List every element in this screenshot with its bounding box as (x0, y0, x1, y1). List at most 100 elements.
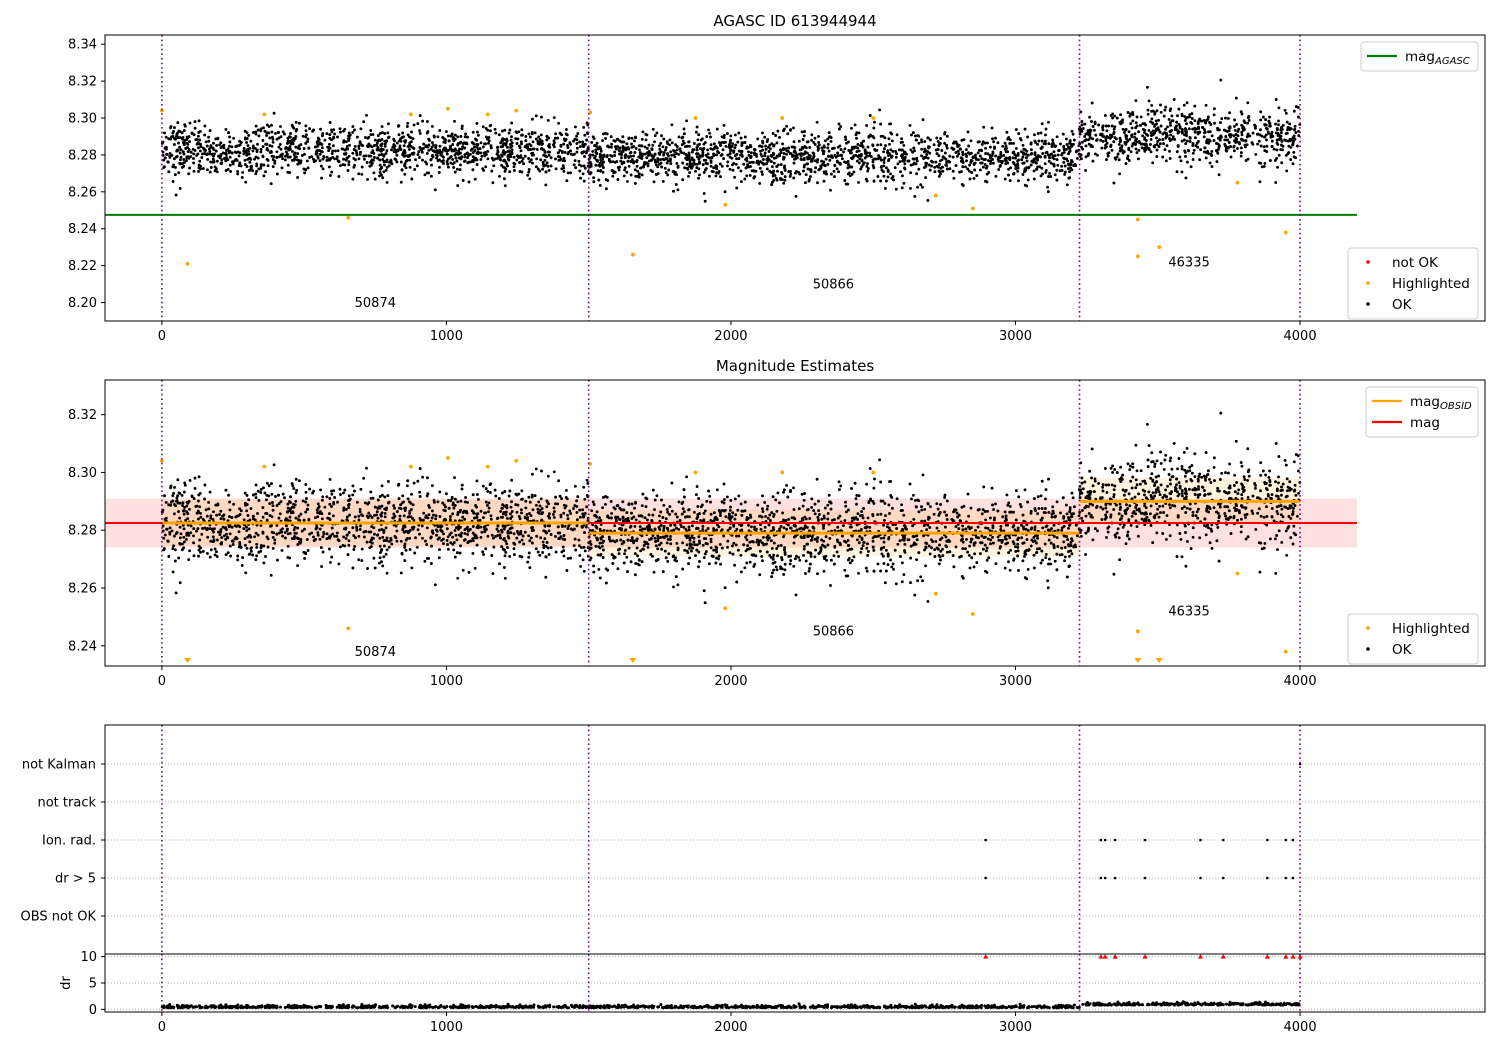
ok-point (425, 476, 429, 480)
ok-point (672, 148, 675, 152)
ok-point (369, 129, 373, 132)
ok-point (246, 144, 250, 148)
ok-point (512, 155, 516, 159)
ok-point (360, 143, 364, 147)
ok-point (577, 163, 581, 167)
ok-point (365, 144, 369, 148)
ok-point (862, 139, 866, 143)
ok-point (926, 136, 930, 140)
ok-point (880, 164, 884, 168)
ok-point (526, 560, 530, 564)
ok-point (406, 121, 410, 125)
ok-point (254, 492, 258, 496)
ok-point (815, 120, 819, 124)
ok-point (369, 163, 373, 167)
ok-point (813, 170, 817, 174)
ok-point (475, 493, 479, 496)
ok-point (337, 562, 341, 566)
ok-point (1032, 133, 1036, 137)
ok-point (804, 173, 808, 177)
ok-point (344, 508, 348, 511)
ok-point (463, 538, 467, 542)
ok-point (485, 137, 489, 141)
ok-point (552, 506, 556, 510)
ok-point (399, 503, 403, 507)
ok-point (1261, 115, 1265, 119)
ok-point (326, 145, 330, 149)
ok-point (297, 514, 301, 518)
ok-point (625, 170, 629, 174)
ok-point (612, 171, 616, 175)
ok-point (554, 167, 558, 171)
ok-point (404, 139, 408, 143)
ok-point (911, 150, 915, 154)
ok-point (378, 158, 382, 162)
ok-point (1068, 176, 1072, 180)
x-tick-label: 3000 (999, 329, 1032, 344)
ok-point (392, 137, 396, 141)
ok-point (248, 146, 252, 150)
ok-point (321, 167, 325, 171)
ok-point (913, 134, 917, 138)
ok-point (510, 144, 514, 148)
ok-point (481, 125, 485, 129)
ok-point (238, 513, 242, 516)
ok-point (1103, 114, 1107, 117)
ok-point (527, 551, 531, 555)
ok-point (192, 157, 195, 160)
ok-point (1008, 179, 1012, 183)
ok-point (331, 149, 335, 153)
ok-point (1057, 149, 1061, 152)
ok-point (286, 163, 290, 167)
ok-point (500, 129, 504, 133)
ok-point (607, 159, 611, 163)
ok-point (475, 163, 479, 166)
y-tick-label: 8.22 (68, 259, 97, 274)
ok-point (201, 152, 204, 156)
ok-point (1223, 138, 1227, 142)
ok-point (941, 169, 945, 173)
ok-point (283, 496, 286, 500)
ok-point (198, 138, 202, 142)
ok-point (384, 168, 388, 172)
ok-point (483, 154, 487, 158)
ok-point (444, 492, 448, 496)
ok-point (162, 166, 166, 169)
ok-point (945, 134, 949, 138)
ok-point (218, 513, 221, 516)
ok-point (343, 148, 347, 152)
ok-point (564, 504, 568, 508)
ok-point (276, 493, 280, 497)
ok-point (1193, 130, 1197, 134)
ok-point (843, 147, 847, 151)
ok-point (209, 166, 213, 169)
ok-point (795, 153, 799, 157)
ok-point (330, 489, 334, 493)
ok-point (1184, 154, 1187, 158)
ok-point (420, 150, 424, 154)
ok-point (203, 483, 207, 487)
ok-point (1202, 118, 1206, 122)
ok-point (1043, 162, 1047, 166)
ok-point (1183, 127, 1187, 131)
ok-point (969, 139, 973, 143)
ok-point (758, 166, 762, 170)
ok-point (535, 157, 539, 161)
ok-point (920, 138, 923, 142)
ok-point (208, 555, 212, 559)
ok-point (827, 131, 831, 135)
ok-point (927, 145, 931, 149)
ok-point (945, 167, 949, 171)
ok-point (211, 146, 215, 150)
ok-point (207, 500, 211, 504)
ok-point (231, 539, 235, 543)
ok-point (496, 516, 500, 520)
ok-point (1075, 149, 1078, 153)
ok-point (876, 143, 880, 147)
ok-point (1185, 101, 1189, 105)
ok-point (1264, 126, 1268, 130)
ok-point (163, 533, 167, 537)
ok-point (481, 550, 485, 554)
ok-point (188, 507, 191, 511)
ok-point (641, 130, 645, 134)
